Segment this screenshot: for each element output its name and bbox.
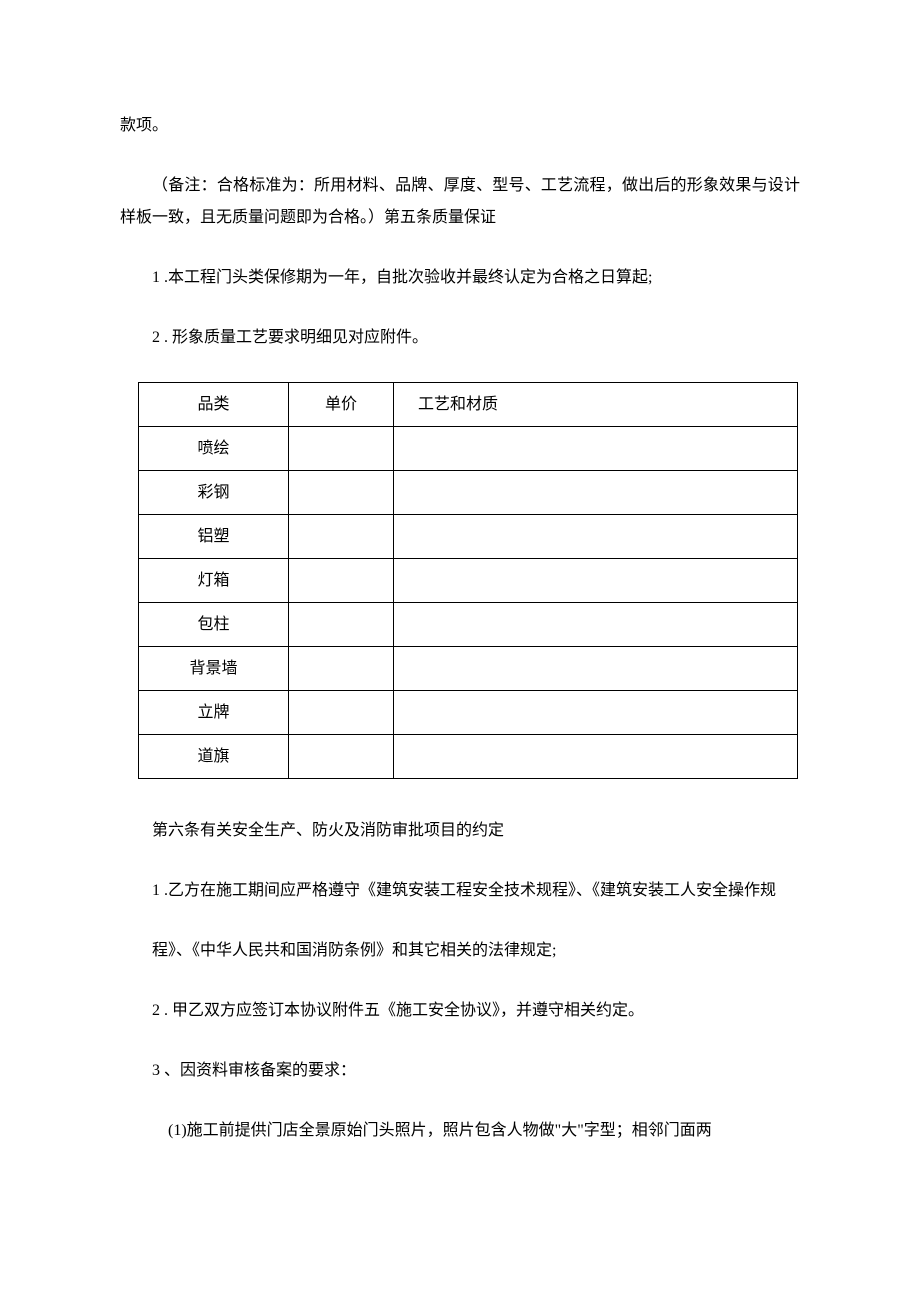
materials-table: 品类 单价 工艺和材质 喷绘 彩钢 铝塑 灯箱 包柱: [138, 382, 798, 779]
table-cell-price: [289, 603, 394, 647]
table-cell-price: [289, 647, 394, 691]
table-header-row: 品类 单价 工艺和材质: [139, 383, 798, 427]
table-row: 道旗: [139, 735, 798, 779]
table-cell-category: 包柱: [139, 603, 289, 647]
table-cell-material: [394, 515, 798, 559]
paragraph-section-6: 第六条有关安全生产、防火及消防审批项目的约定: [120, 815, 800, 847]
table-cell-material: [394, 559, 798, 603]
table-cell-material: [394, 427, 798, 471]
paragraph-item-6-1a: 1 .乙方在施工期间应严格遵守《建筑安装工程安全技术规程》、《建筑安装工人安全操…: [120, 875, 800, 907]
paragraph-note: （备注：合格标准为：所用材料、品牌、厚度、型号、工艺流程，做出后的形象效果与设计…: [120, 170, 800, 234]
table-cell-price: [289, 515, 394, 559]
table-cell-category: 背景墙: [139, 647, 289, 691]
table-row: 喷绘: [139, 427, 798, 471]
paragraph-item-6-2: 2 . 甲乙双方应签订本协议附件五《施工安全协议》，并遵守相关约定。: [120, 995, 800, 1027]
paragraph-item-2: 2 . 形象质量工艺要求明细见对应附件。: [120, 322, 800, 354]
table-cell-category: 喷绘: [139, 427, 289, 471]
table-cell-category: 立牌: [139, 691, 289, 735]
table-row: 包柱: [139, 603, 798, 647]
paragraph-item-6-1b: 程》、《中华人民共和国消防条例》和其它相关的法律规定;: [120, 935, 800, 967]
table-row: 立牌: [139, 691, 798, 735]
table-row: 灯箱: [139, 559, 798, 603]
table-cell-material: [394, 647, 798, 691]
paragraph-continuation: 款项。: [120, 110, 800, 142]
table-row: 背景墙: [139, 647, 798, 691]
table-cell-price: [289, 691, 394, 735]
table-cell-price: [289, 735, 394, 779]
table-cell-price: [289, 427, 394, 471]
table-cell-category: 灯箱: [139, 559, 289, 603]
table-header-category: 品类: [139, 383, 289, 427]
table-cell-price: [289, 559, 394, 603]
table-cell-category: 铝塑: [139, 515, 289, 559]
table-row: 铝塑: [139, 515, 798, 559]
paragraph-item-6-3-1: (1)施工前提供门店全景原始门头照片，照片包含人物做"大"字型；相邻门面两: [120, 1115, 800, 1147]
table-cell-material: [394, 603, 798, 647]
table-cell-material: [394, 735, 798, 779]
table-cell-category: 道旗: [139, 735, 289, 779]
table-header-material: 工艺和材质: [394, 383, 798, 427]
paragraph-item-6-3: 3 、因资料审核备案的要求：: [120, 1055, 800, 1087]
table-cell-price: [289, 471, 394, 515]
paragraph-item-1: 1 .本工程门头类保修期为一年，自批次验收并最终认定为合格之日算起;: [120, 262, 800, 294]
table-row: 彩钢: [139, 471, 798, 515]
table-cell-material: [394, 471, 798, 515]
table-cell-material: [394, 691, 798, 735]
table-cell-category: 彩钢: [139, 471, 289, 515]
table-header-price: 单价: [289, 383, 394, 427]
